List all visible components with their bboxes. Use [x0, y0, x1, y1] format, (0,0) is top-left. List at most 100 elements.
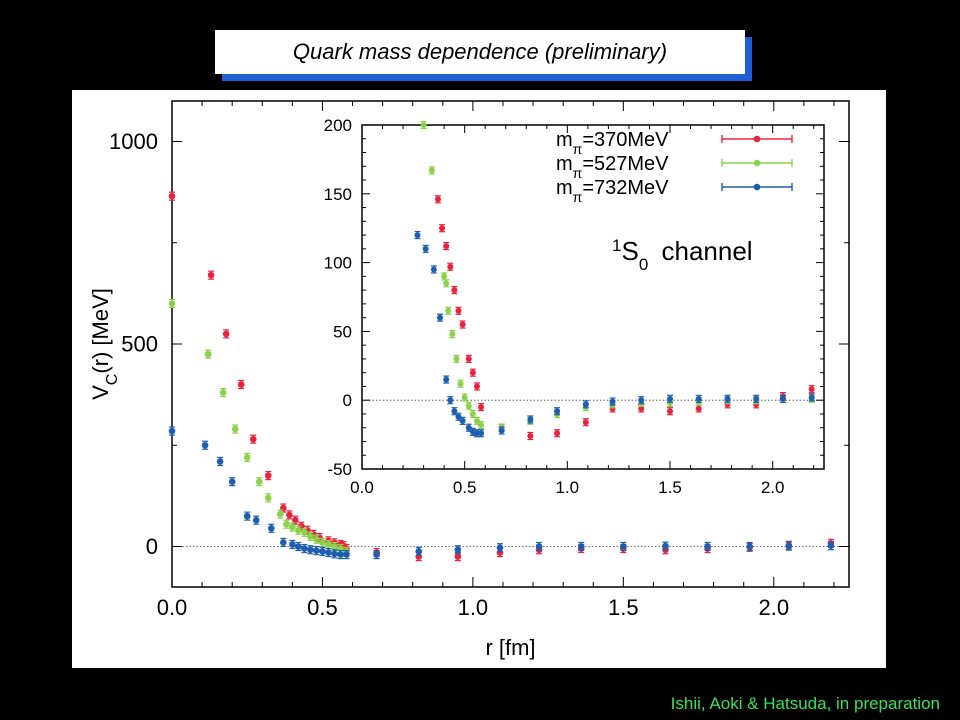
- inset-point: [422, 244, 429, 253]
- inset-marker: [461, 394, 468, 401]
- main-point: [662, 541, 669, 551]
- main-xtick-label: 1.5: [608, 595, 639, 620]
- main-marker: [301, 529, 308, 536]
- main-point: [331, 549, 338, 559]
- inset-point: [459, 320, 466, 329]
- main-point: [301, 543, 308, 554]
- inset-marker: [473, 417, 480, 424]
- inset-marker: [459, 417, 466, 424]
- main-marker: [746, 543, 754, 550]
- main-point: [243, 452, 251, 462]
- inset-point: [443, 375, 450, 384]
- main-marker: [331, 543, 338, 550]
- main-marker: [313, 547, 320, 554]
- main-point: [454, 552, 462, 562]
- main-point: [237, 379, 245, 390]
- main-marker: [337, 551, 344, 558]
- main-marker: [292, 516, 299, 524]
- inset-ytick-label: 0: [343, 391, 352, 410]
- main-point: [252, 515, 260, 525]
- inset-marker: [414, 232, 421, 239]
- inset-point: [445, 306, 452, 315]
- main-point: [219, 388, 227, 398]
- inset-point: [465, 401, 472, 410]
- main-point: [201, 440, 209, 450]
- inset-point: [459, 416, 466, 425]
- main-ytick-label: 500: [121, 332, 158, 357]
- main-marker: [785, 542, 793, 550]
- main-point: [313, 534, 320, 544]
- main-point: [331, 541, 338, 552]
- legend-label: mπ=370MeV: [556, 129, 669, 157]
- inset-point: [457, 379, 464, 388]
- inset-marker: [465, 355, 472, 362]
- main-point: [313, 545, 320, 556]
- main-marker: [277, 510, 284, 518]
- main-xtick-label: 1.0: [458, 595, 489, 620]
- legend-marker: [753, 183, 761, 191]
- main-marker: [454, 553, 462, 560]
- inset-marker: [447, 397, 454, 404]
- main-marker: [249, 435, 257, 443]
- inset-marker: [667, 395, 673, 402]
- inset-point: [667, 407, 673, 416]
- main-point: [307, 531, 314, 541]
- main-marker: [289, 523, 296, 531]
- inset-point: [451, 286, 458, 295]
- inset-marker: [453, 355, 460, 362]
- inset-point: [437, 313, 444, 322]
- main-marker: [231, 425, 239, 433]
- main-marker: [307, 546, 314, 554]
- inset-point: [447, 396, 454, 405]
- inset-marker: [441, 273, 448, 280]
- main-marker: [295, 527, 302, 534]
- main-marker: [168, 300, 176, 307]
- inset-point: [434, 195, 441, 204]
- inset-marker: [667, 399, 673, 406]
- main-xtick-label: 0.5: [307, 595, 338, 620]
- inset-point: [430, 265, 437, 274]
- main-point: [325, 547, 332, 558]
- main-point: [286, 510, 293, 520]
- main-marker: [373, 551, 380, 558]
- inset-point: [443, 241, 450, 251]
- main-marker: [216, 458, 224, 465]
- inset-marker: [443, 243, 450, 250]
- inset-point: [420, 120, 427, 130]
- main-marker: [343, 551, 350, 558]
- inset-marker: [447, 263, 454, 270]
- inset-point: [724, 394, 731, 403]
- main-point: [216, 456, 224, 467]
- inset-ytick-label: 100: [324, 254, 352, 273]
- inset-marker: [469, 369, 476, 376]
- main-point: [267, 523, 275, 533]
- inset-marker: [478, 404, 485, 411]
- main-marker: [319, 539, 326, 546]
- main-point: [168, 426, 176, 436]
- inset-point: [478, 402, 485, 412]
- main-point: [295, 541, 302, 552]
- inset-marker: [695, 395, 702, 402]
- inset-point: [498, 426, 505, 435]
- main-point: [283, 519, 290, 529]
- main-point: [307, 545, 314, 555]
- main-point: [289, 522, 296, 532]
- inset-marker: [455, 307, 462, 314]
- inset-marker: [478, 421, 485, 428]
- inset-marker: [465, 424, 472, 431]
- main-point: [746, 541, 754, 552]
- main-point: [496, 543, 504, 553]
- inset-frame: [361, 124, 825, 470]
- inset-plot-bg: [362, 125, 824, 469]
- inset-marker: [455, 413, 462, 420]
- main-point: [415, 546, 423, 556]
- inset-marker: [473, 383, 480, 390]
- main-point: [280, 537, 287, 548]
- main-ytick-label: 0: [146, 534, 158, 559]
- main-point: [343, 550, 350, 560]
- inset-point: [473, 382, 480, 391]
- inset-marker: [582, 419, 589, 426]
- inset-ytick-label: -50: [327, 460, 352, 479]
